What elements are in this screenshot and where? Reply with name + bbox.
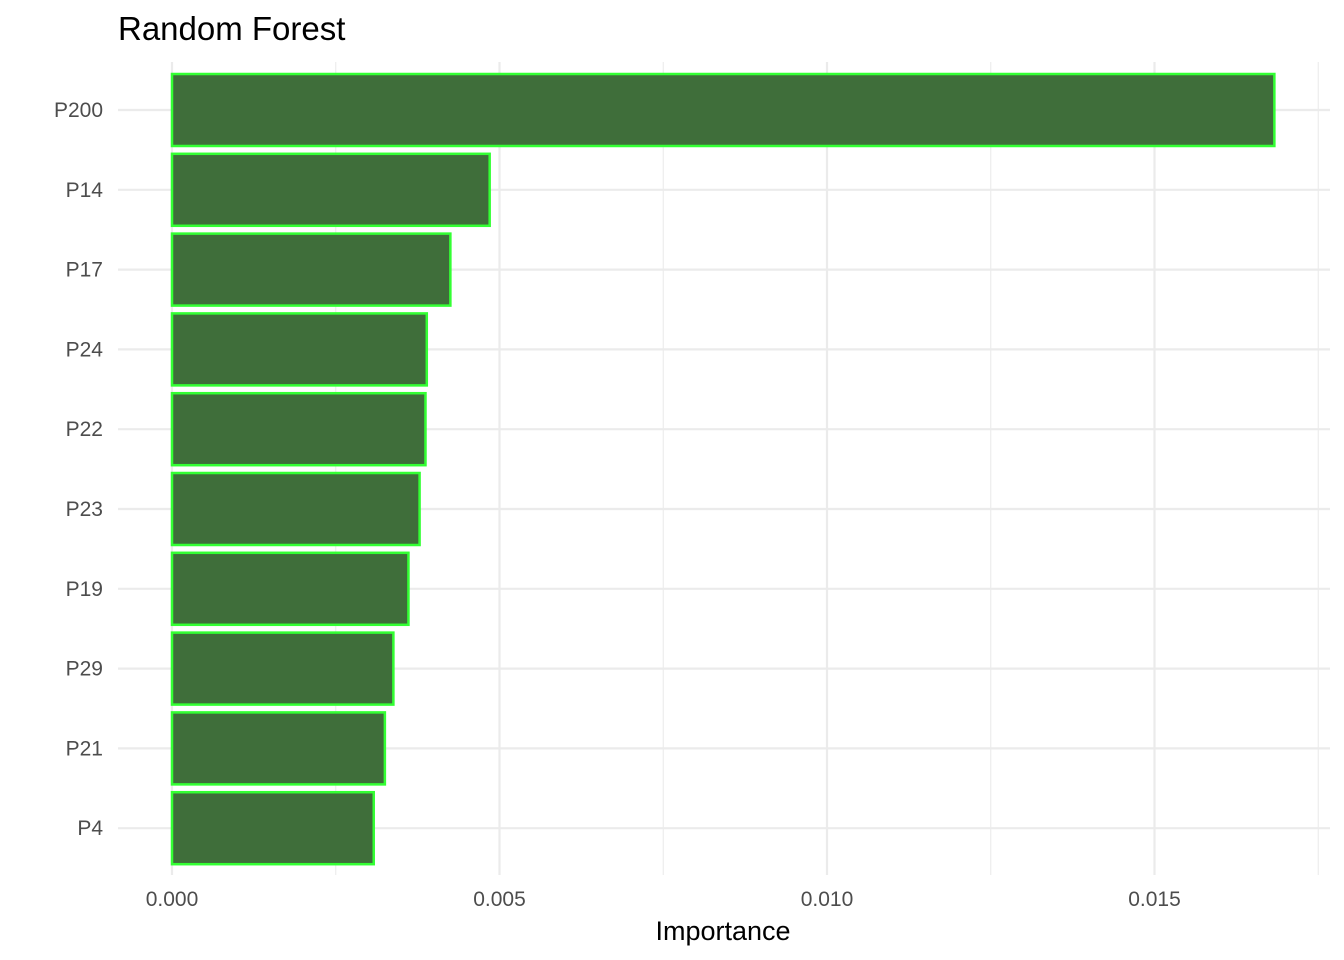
- bar-p21: [170, 711, 387, 786]
- x-axis-tick-labels: 0.000 0.005 0.010 0.015: [146, 888, 1181, 911]
- bar-p14: [170, 152, 491, 228]
- bar-p4: [170, 790, 375, 866]
- y-tick-label: P14: [66, 179, 104, 202]
- bar-p24: [170, 312, 429, 387]
- y-tick-label: P22: [66, 418, 103, 441]
- bar-p17: [170, 232, 452, 307]
- bar-p200: [170, 72, 1276, 148]
- bar-p22: [170, 391, 427, 467]
- x-tick-label: 0.015: [1128, 888, 1181, 911]
- y-axis-tick-labels: P200 P14 P17 P24 P22 P23 P19 P29 P21 P4: [54, 99, 103, 840]
- bar-p29: [170, 631, 395, 706]
- x-tick-label: 0.005: [473, 888, 526, 911]
- x-tick-label: 0.000: [146, 888, 199, 911]
- y-tick-label: P21: [66, 737, 103, 760]
- y-tick-label: P29: [66, 658, 103, 681]
- x-axis-title: Importance: [655, 916, 790, 946]
- y-tick-label: P19: [66, 578, 103, 601]
- y-tick-label: P200: [54, 99, 103, 122]
- bar-p23: [170, 471, 421, 547]
- y-tick-label: P4: [77, 817, 103, 840]
- y-tick-label: P23: [66, 498, 103, 521]
- y-tick-label: P17: [66, 259, 103, 282]
- x-tick-label: 0.010: [801, 888, 854, 911]
- bars-group: [170, 72, 1276, 866]
- chart-title: Random Forest: [118, 10, 345, 47]
- y-tick-label: P24: [66, 338, 104, 361]
- bar-p19: [170, 551, 410, 627]
